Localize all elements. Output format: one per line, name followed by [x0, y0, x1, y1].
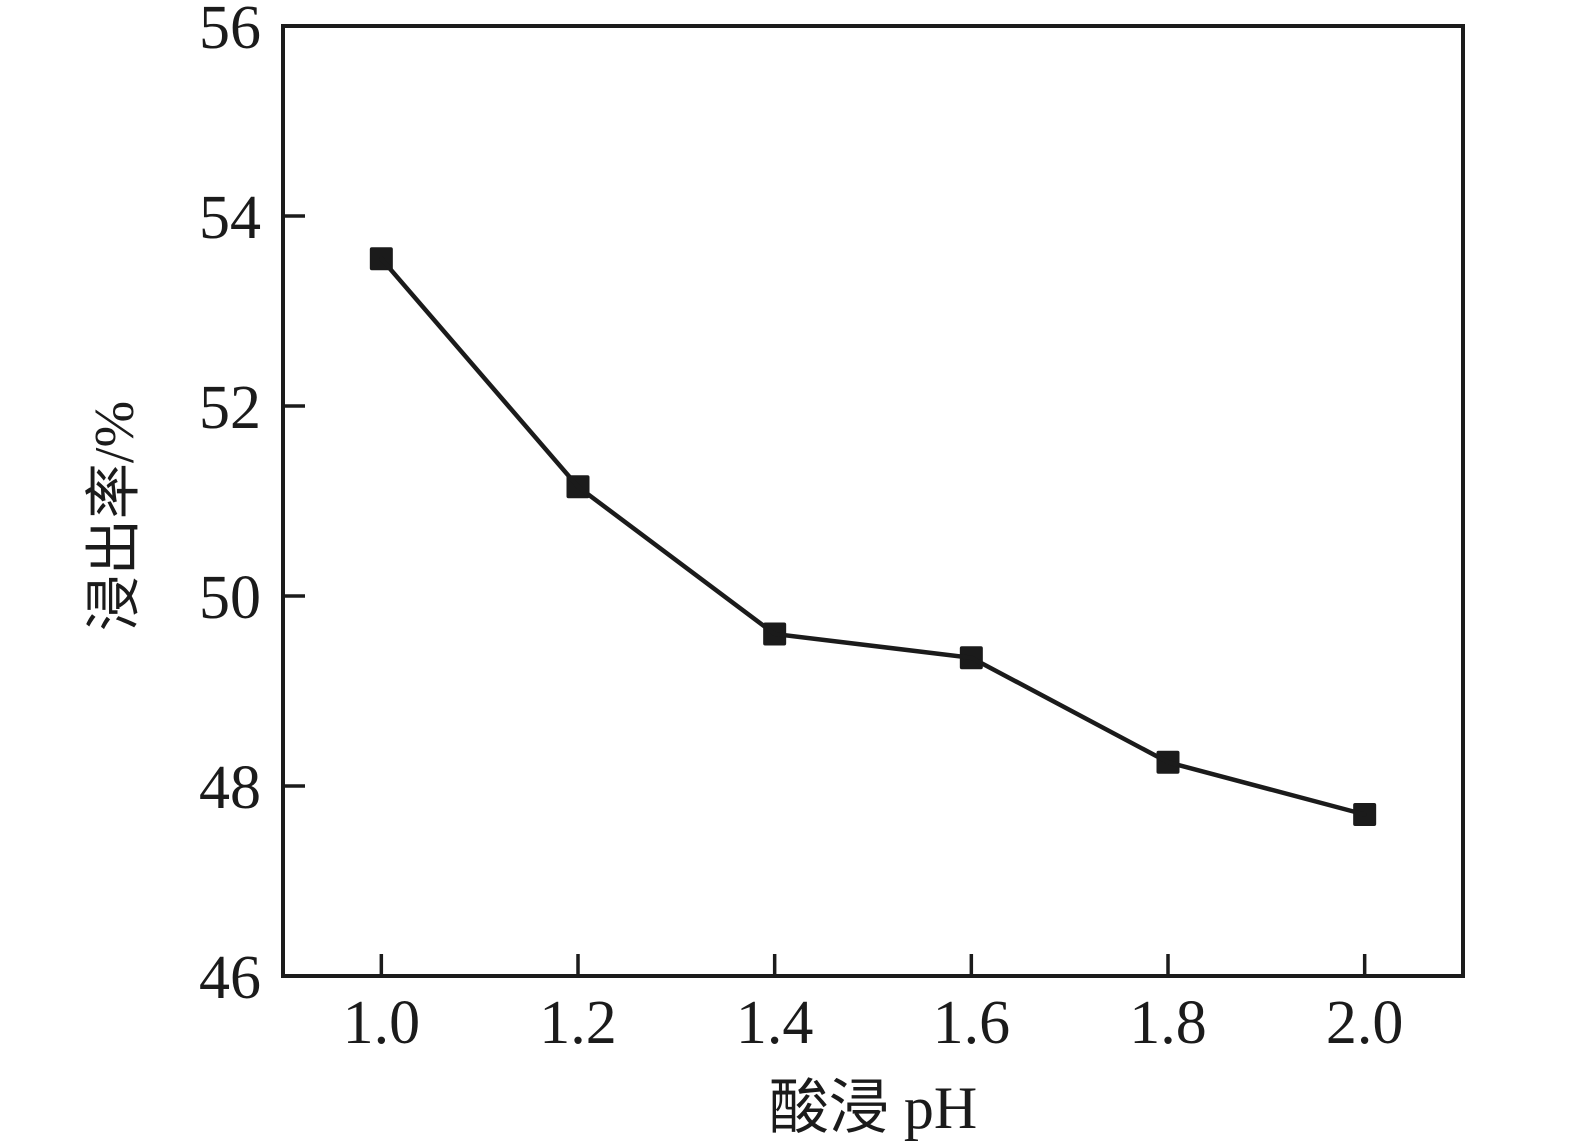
x-axis-tick-label: 1.8	[1129, 989, 1207, 1057]
y-axis-tick-label: 52	[199, 374, 261, 442]
axes-frame	[281, 24, 1465, 978]
x-axis-tick-label: 2.0	[1326, 989, 1404, 1057]
y-axis-tick-label: 46	[199, 944, 261, 1012]
x-axis-tick-label: 1.6	[933, 989, 1011, 1057]
series-line	[379, 256, 1367, 817]
x-axis-title: 酸浸 pH	[769, 1075, 977, 1141]
y-axis-tick-label: 50	[199, 564, 261, 632]
x-axis-tick-label: 1.4	[736, 989, 814, 1057]
x-axis-tick-label: 1.0	[343, 989, 421, 1057]
y-axis-tick-label: 54	[199, 184, 261, 252]
y-axis-tick-label: 56	[199, 0, 261, 62]
y-axis-tick-label: 48	[199, 754, 261, 822]
y-axis-title: 浸出率/%	[84, 401, 146, 631]
x-axis-tick-label: 1.2	[539, 989, 617, 1057]
